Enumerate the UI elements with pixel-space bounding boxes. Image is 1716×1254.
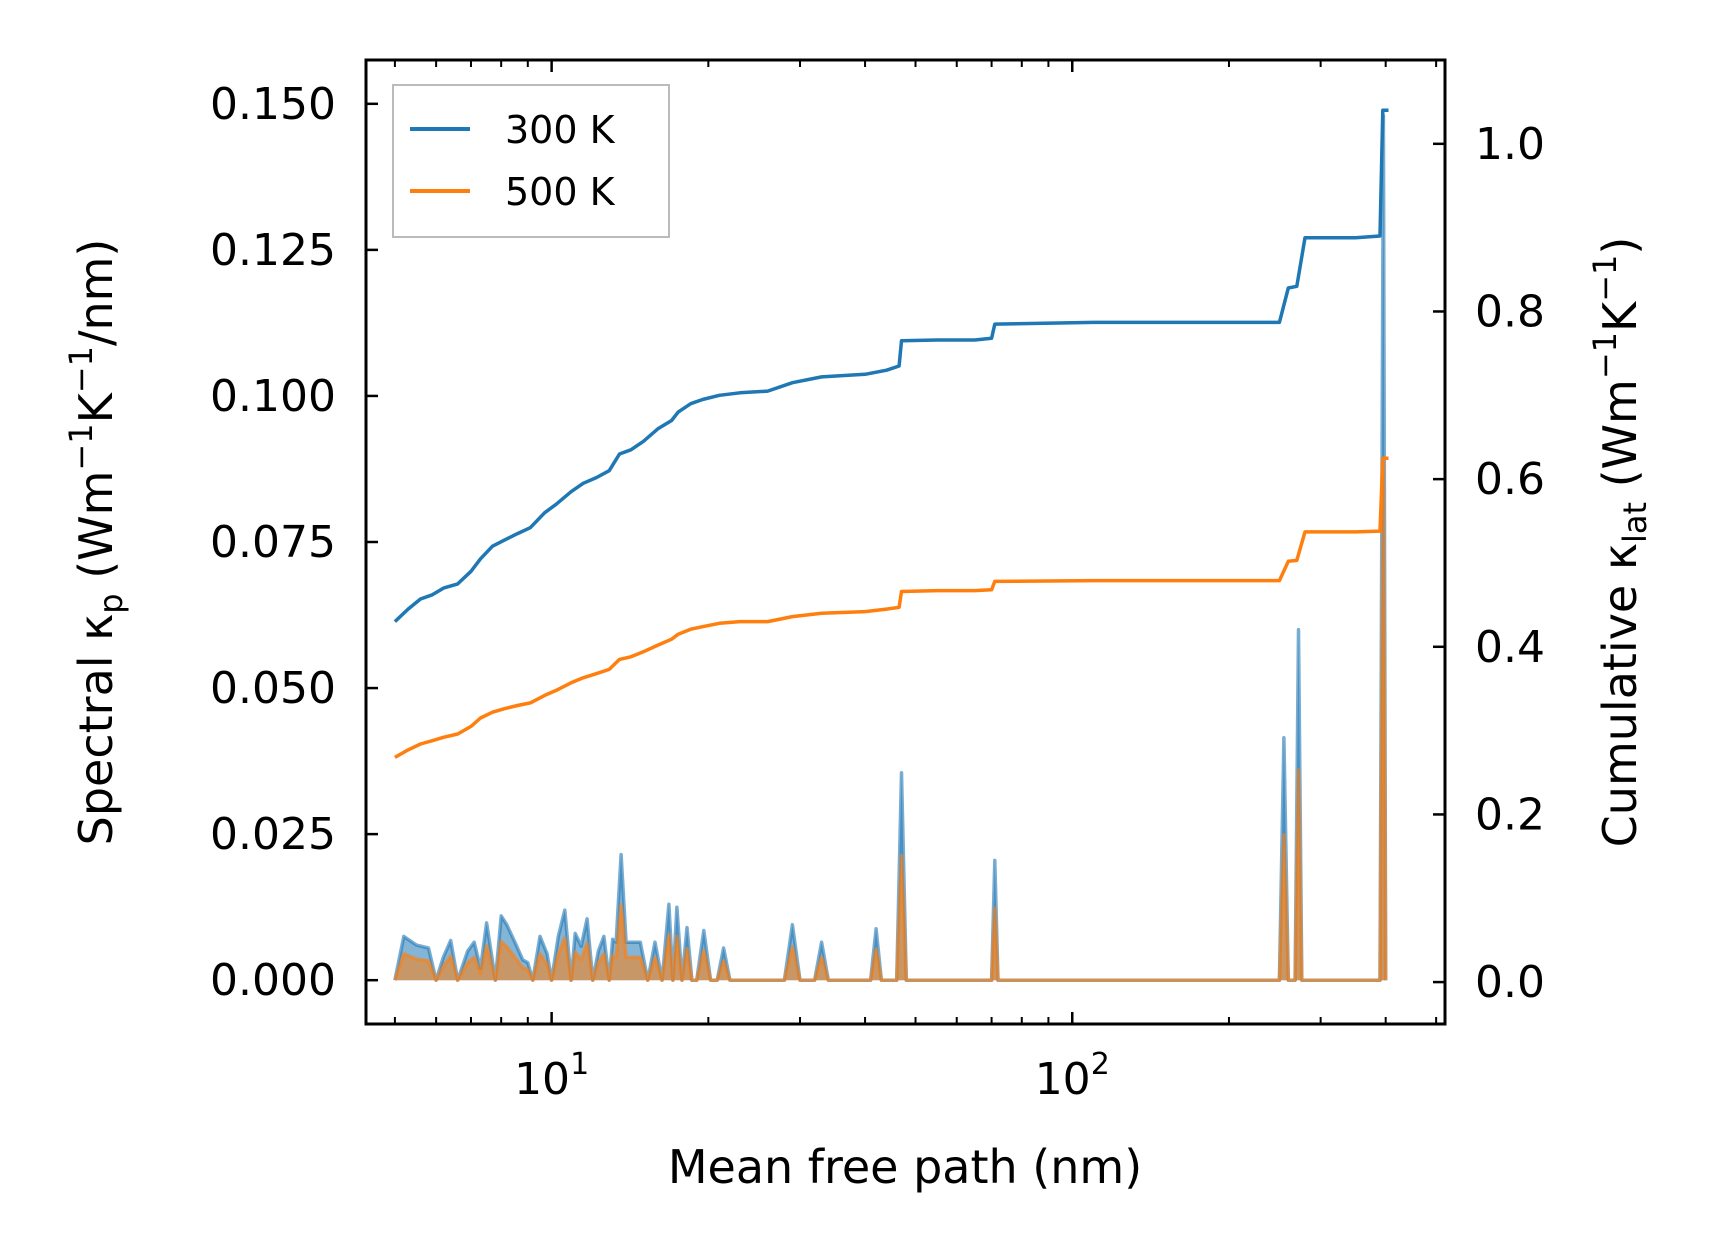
y-left-tick-label: 0.100 bbox=[210, 371, 336, 422]
y-right-tick-label: 0.0 bbox=[1475, 957, 1545, 1008]
y-right-tick-label: 0.2 bbox=[1475, 789, 1545, 840]
y-left-tick-label: 0.000 bbox=[210, 955, 336, 1006]
y-right-tick-label: 0.8 bbox=[1475, 286, 1545, 337]
x-tick-label-10-2: 102 bbox=[1035, 1047, 1110, 1105]
ticks-layer bbox=[366, 60, 1445, 1024]
legend-box bbox=[392, 84, 670, 238]
legend-label-300k: 300 K bbox=[505, 108, 616, 152]
y-left-tick-label: 0.050 bbox=[210, 663, 336, 714]
y-right-axis-label: Cumulative κlat (Wm−1K−1) bbox=[1586, 237, 1654, 848]
y-left-tick-label: 0.075 bbox=[210, 517, 336, 568]
legend-label-500k: 500 K bbox=[505, 170, 616, 214]
500-k-spectral-line bbox=[393, 459, 1388, 982]
cumulative-series-layer bbox=[393, 108, 1389, 759]
y-left-axis-label: Spectral κp (Wm−1K−1/nm) bbox=[62, 239, 130, 846]
y-right-tick-label: 0.6 bbox=[1475, 454, 1545, 505]
x-tick-label-10-1: 101 bbox=[514, 1047, 589, 1105]
300-k-cumulative-line bbox=[393, 108, 1389, 623]
y-left-tick-label: 0.025 bbox=[210, 809, 336, 860]
y-left-tick-label: 0.125 bbox=[210, 225, 336, 276]
y-right-tick-label: 0.4 bbox=[1475, 622, 1545, 673]
y-left-tick-label: 0.150 bbox=[210, 79, 336, 130]
spectral-series-layer bbox=[393, 113, 1388, 982]
legend: 300 K 500 K bbox=[392, 84, 670, 238]
y-right-tick-label: 1.0 bbox=[1475, 119, 1545, 170]
x-axis-label: Mean free path (nm) bbox=[668, 1140, 1142, 1194]
500-k-cumulative-line bbox=[394, 456, 1389, 759]
